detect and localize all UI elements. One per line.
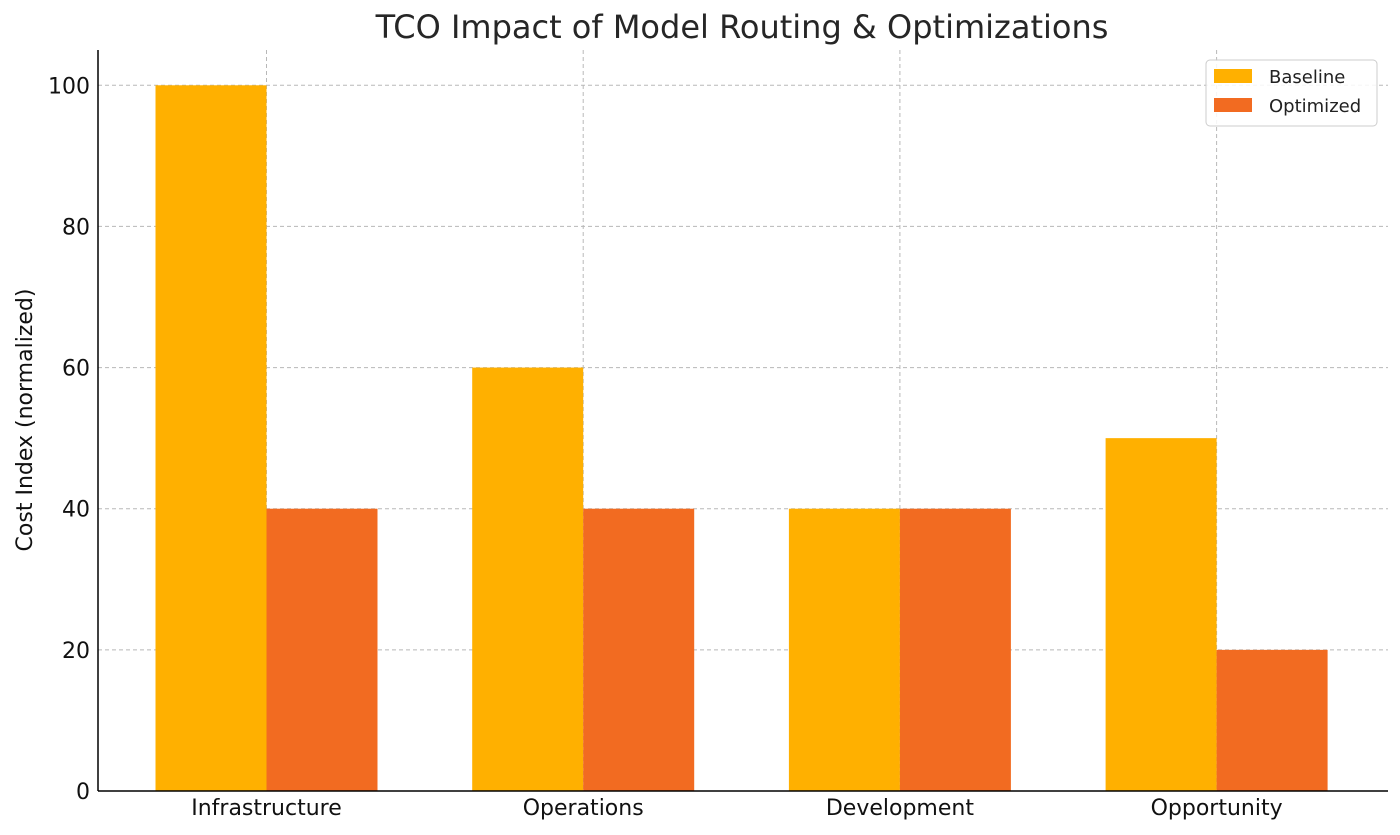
y-tick-label: 0 xyxy=(76,780,90,805)
legend: Baseline Optimized xyxy=(1205,59,1378,127)
bar-baseline-development xyxy=(788,508,900,791)
x-tick-label-operations: Operations xyxy=(523,796,644,821)
bar-optimized-opportunity xyxy=(1216,649,1328,791)
x-tick-label-infrastructure: Infrastructure xyxy=(191,796,342,821)
bars xyxy=(155,85,1328,792)
x-tick-label-development: Development xyxy=(826,796,974,821)
y-tick-label: 80 xyxy=(62,215,90,240)
legend-swatch-baseline xyxy=(1214,69,1252,83)
y-tick-label: 60 xyxy=(62,357,90,382)
bar-optimized-infrastructure xyxy=(266,508,378,791)
bar-optimized-operations xyxy=(583,508,695,791)
y-tick-label: 40 xyxy=(62,498,90,523)
chart-title: TCO Impact of Model Routing & Optimizati… xyxy=(375,8,1109,46)
bar-baseline-opportunity xyxy=(1105,438,1217,791)
y-axis-label: Cost Index (normalized) xyxy=(13,289,38,552)
x-tick-label-opportunity: Opportunity xyxy=(1151,796,1283,821)
tick-labels: 0 20 40 60 80 100 Infrastructure Operations Deve… xyxy=(48,74,1283,821)
y-tick-label: 20 xyxy=(62,639,90,664)
legend-swatch-optimized xyxy=(1214,98,1252,112)
bar-baseline-infrastructure xyxy=(155,85,267,792)
y-tick-label: 100 xyxy=(48,74,90,99)
legend-label-optimized: Optimized xyxy=(1269,96,1361,117)
legend-label-baseline: Baseline xyxy=(1269,67,1345,88)
axes xyxy=(97,50,1388,792)
bar-optimized-development xyxy=(899,508,1011,791)
bar-baseline-operations xyxy=(472,367,584,791)
